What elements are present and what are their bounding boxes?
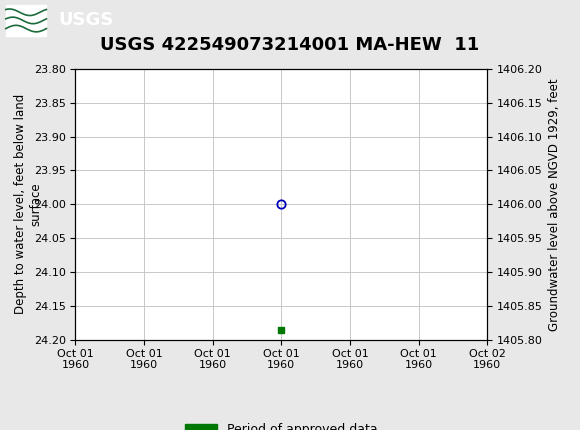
Y-axis label: Groundwater level above NGVD 1929, feet: Groundwater level above NGVD 1929, feet [548, 78, 561, 331]
FancyBboxPatch shape [6, 5, 46, 36]
Y-axis label: Depth to water level, feet below land
surface: Depth to water level, feet below land su… [14, 94, 42, 314]
Text: USGS 422549073214001 MA-HEW  11: USGS 422549073214001 MA-HEW 11 [100, 36, 480, 54]
Text: USGS: USGS [58, 11, 113, 29]
Legend: Period of approved data: Period of approved data [186, 424, 377, 430]
